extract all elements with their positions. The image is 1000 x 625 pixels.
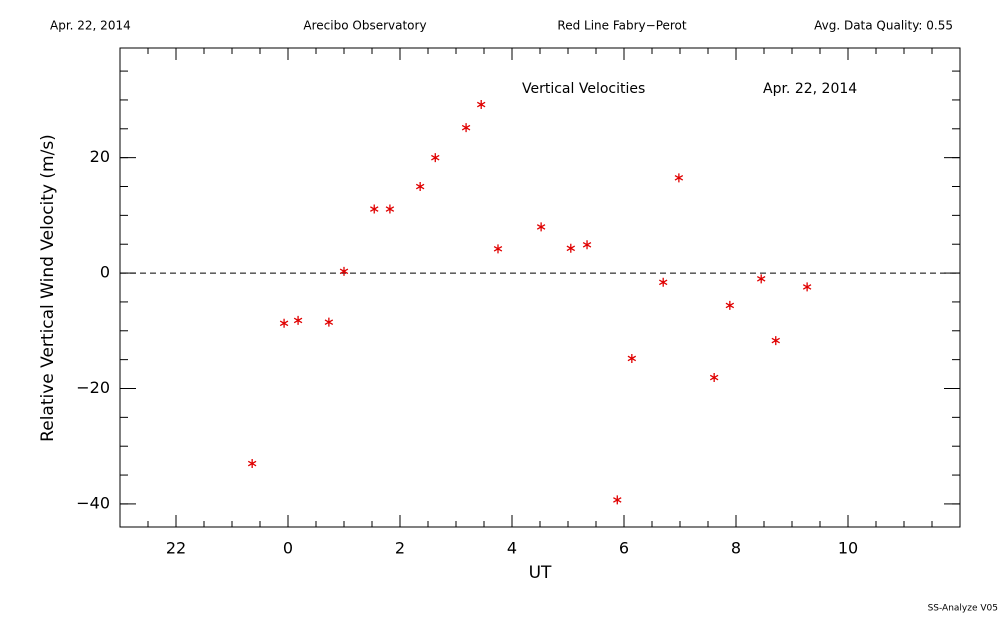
chart-title: Vertical Velocities: [522, 81, 645, 97]
data-point: [756, 274, 766, 284]
y-axis-label: Relative Vertical Wind Velocity (m/s): [38, 134, 58, 442]
header-quality: Avg. Data Quality: 0.55: [814, 19, 953, 33]
data-point: [339, 266, 349, 276]
data-point: [771, 336, 780, 346]
footer: SS-Analyze V05: [928, 604, 998, 614]
y-tick-label: 0: [100, 263, 110, 282]
data-point: [582, 240, 592, 250]
y-tick-label: −20: [76, 378, 110, 397]
x-tick-label: 2: [395, 539, 405, 558]
x-tick-label: 4: [507, 539, 517, 558]
data-point: [613, 495, 622, 505]
x-tick-label: 22: [166, 539, 186, 558]
data-point: [674, 173, 684, 183]
data-point: [370, 204, 379, 214]
data-point: [802, 282, 812, 292]
x-axis-label: UT: [529, 563, 552, 583]
y-tick-label: −40: [76, 493, 110, 512]
data-point: [279, 318, 289, 328]
y-tick-label: 20: [90, 147, 110, 166]
header-date: Apr. 22, 2014: [50, 19, 131, 33]
data-point: [293, 315, 303, 325]
x-tick-label: 8: [731, 539, 741, 558]
data-point: [709, 373, 719, 383]
header-site: Arecibo Observatory: [303, 19, 426, 33]
x-tick-label: 0: [283, 539, 293, 558]
x-tick-label: 10: [838, 539, 858, 558]
data-point: [385, 204, 395, 214]
data-point: [247, 459, 257, 469]
chart-date: Apr. 22, 2014: [763, 81, 857, 97]
data-point: [493, 244, 503, 254]
data-point: [461, 123, 471, 133]
data-point: [627, 353, 637, 363]
data-point: [431, 153, 440, 163]
data-point: [415, 182, 425, 192]
data-point: [658, 277, 668, 287]
data-point: [324, 317, 334, 327]
data-point: [566, 243, 576, 253]
plot-frame: [119, 47, 961, 528]
data-point: [476, 100, 486, 110]
data-point: [725, 300, 735, 310]
data-point: [536, 222, 546, 232]
header-instrument: Red Line Fabry−Perot: [557, 19, 687, 33]
x-tick-label: 6: [619, 539, 629, 558]
